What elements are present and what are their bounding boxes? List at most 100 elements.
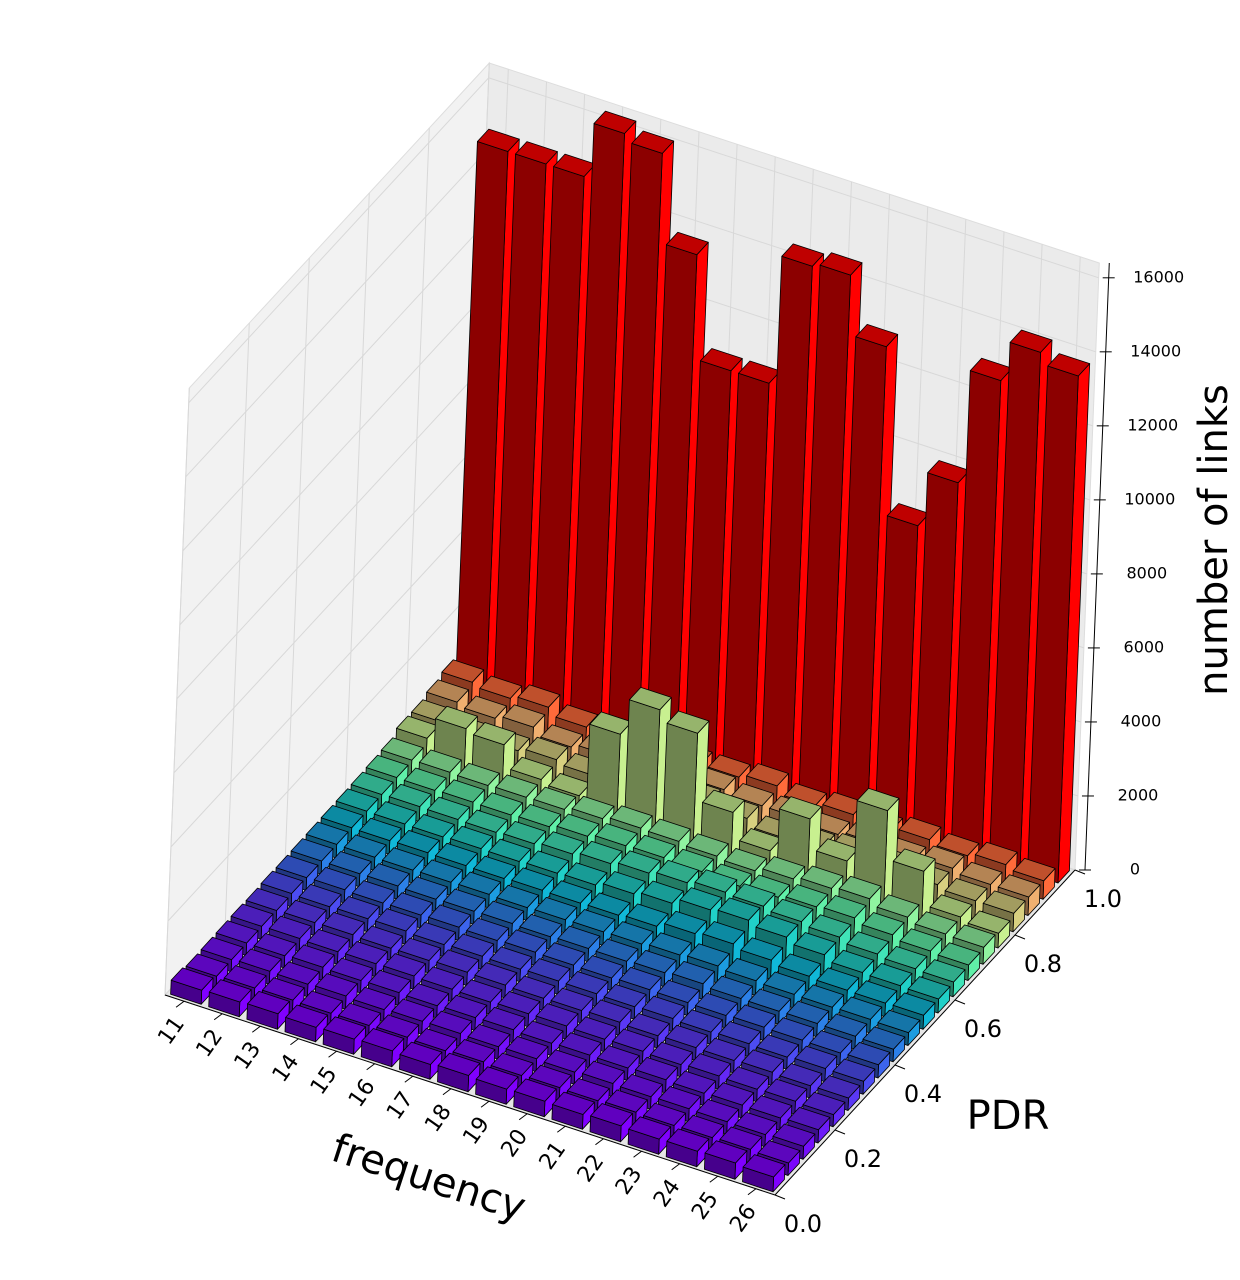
- bar-top-face: [628, 1116, 671, 1140]
- bar-top-face: [629, 687, 672, 711]
- bar: [836, 323, 899, 821]
- bar-top-face: [457, 762, 500, 786]
- bar-top-face: [862, 1026, 906, 1050]
- bar-top-face: [944, 878, 988, 902]
- bar: [627, 1116, 671, 1155]
- x-tick-label: 11: [153, 1012, 190, 1049]
- bar-top-face: [914, 911, 958, 935]
- bar-top-face: [360, 925, 403, 949]
- bar: [398, 1041, 443, 1080]
- bar-top-face: [351, 880, 395, 904]
- bar-top-face: [403, 767, 447, 791]
- bar-top-face: [391, 998, 435, 1022]
- bar-top-face: [413, 921, 456, 945]
- bar-top-face: [490, 1052, 534, 1076]
- bar-top-face: [648, 818, 691, 842]
- bar-top-face: [481, 900, 525, 924]
- bar-top-face: [687, 943, 730, 967]
- bar-top-face: [602, 871, 646, 895]
- bar-top-face: [388, 783, 432, 807]
- bar-top-face: [656, 859, 699, 884]
- y-tick: [774, 1194, 786, 1200]
- bar-top-face: [855, 323, 899, 348]
- bar: [742, 1154, 786, 1193]
- bar-top-face: [786, 1000, 830, 1024]
- bar-top-face: [503, 821, 546, 845]
- bar-top-face: [580, 955, 624, 979]
- bar-top-face: [633, 834, 676, 858]
- bar-top-face: [450, 825, 493, 849]
- bar-top-face: [414, 1028, 458, 1052]
- bar-top-face: [511, 867, 555, 891]
- bar-top-face: [420, 859, 463, 883]
- bar-top-face: [368, 969, 411, 993]
- bar-top-face: [526, 850, 570, 874]
- bar-top-face: [170, 967, 214, 991]
- bar-top-face: [558, 1032, 602, 1056]
- x-tick-label: 19: [458, 1112, 495, 1149]
- bar: [1027, 353, 1091, 884]
- x-tick: [671, 1163, 680, 1171]
- bar-top-face: [679, 887, 723, 911]
- bar-top-face: [688, 1053, 731, 1077]
- bar-top-face: [396, 830, 440, 854]
- bar-top-face: [703, 1037, 746, 1061]
- bar-top-face: [708, 754, 751, 778]
- y-tick-label: 0.6: [964, 1015, 1002, 1043]
- bar-top-face: [435, 842, 478, 866]
- bar: [351, 880, 395, 916]
- bar-top-face: [496, 884, 540, 908]
- z-axis-label: number of links: [1191, 384, 1237, 696]
- bar-top-face: [290, 838, 334, 862]
- y-tick: [954, 999, 966, 1005]
- bar-top-face: [1012, 858, 1056, 882]
- bar-top-face: [952, 924, 996, 948]
- bar-top-face: [757, 1140, 801, 1164]
- bar-top-face: [922, 959, 966, 983]
- x-tick-label: 24: [649, 1175, 686, 1212]
- bar-top-face: [756, 1034, 799, 1058]
- bar-top-face: [664, 910, 707, 934]
- bar-top-face: [444, 994, 488, 1018]
- bar-top-face: [552, 1091, 595, 1115]
- bar-top-face: [847, 1042, 891, 1066]
- bar-top-face: [609, 805, 653, 829]
- bar-top-face: [567, 1078, 610, 1102]
- bar: [437, 1052, 481, 1093]
- x-tick-label: 12: [192, 1025, 229, 1062]
- bar-top-face: [185, 953, 229, 977]
- bar-top-face: [741, 1049, 785, 1073]
- bar-top-face: [620, 1074, 663, 1098]
- bar-top-face: [884, 946, 928, 970]
- bar-top-face: [335, 788, 379, 812]
- bar-top-face: [856, 787, 900, 811]
- bar-top-face: [665, 1024, 708, 1048]
- bar-top-face: [832, 1058, 876, 1082]
- bar-top-face: [785, 884, 829, 908]
- bar-top-face: [1047, 353, 1091, 377]
- bar: [662, 710, 710, 849]
- bar-top-face: [974, 841, 1018, 865]
- bar-top-face: [771, 1017, 815, 1041]
- bar-top-face: [657, 979, 700, 1003]
- bar-top-face: [518, 804, 562, 828]
- x-tick-label: 17: [382, 1087, 419, 1124]
- bar-top-face: [275, 854, 319, 878]
- x-tick-label: 15: [306, 1062, 343, 1099]
- bar-top-face: [510, 756, 553, 780]
- x-tick-label: 22: [573, 1150, 610, 1187]
- bar-top-face: [480, 792, 523, 816]
- bar-top-face: [642, 995, 685, 1019]
- bar-top-face: [418, 749, 462, 773]
- bar-top-face: [898, 816, 942, 840]
- bar-top-face: [772, 1123, 816, 1147]
- bar-top-face: [504, 929, 548, 953]
- x-tick-label: 13: [230, 1037, 267, 1074]
- x-tick: [480, 1100, 490, 1108]
- z-tick-label: 2000: [1118, 785, 1159, 804]
- bar-top-face: [383, 953, 426, 977]
- bar-top-face: [787, 1107, 831, 1131]
- bar-top-face: [365, 754, 409, 778]
- x-tick: [252, 1025, 261, 1033]
